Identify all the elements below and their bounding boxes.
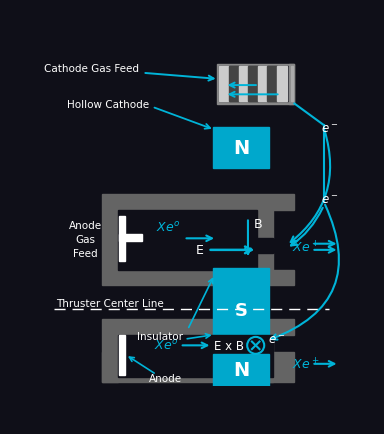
Text: $Xe^+$: $Xe^+$	[292, 240, 319, 255]
Text: Insulator: Insulator	[137, 331, 183, 341]
Bar	[257, 335, 273, 382]
Bar	[102, 210, 118, 270]
Bar	[102, 319, 295, 335]
Text: $e^-$: $e^-$	[268, 333, 286, 346]
Bar	[102, 195, 295, 210]
Bar	[257, 238, 273, 253]
Bar	[217, 64, 295, 104]
Text: Hollow Cathode: Hollow Cathode	[67, 99, 149, 109]
Bar	[102, 270, 295, 286]
Bar	[219, 67, 289, 102]
Bar	[219, 67, 229, 102]
Bar	[118, 210, 257, 270]
Text: N: N	[233, 138, 249, 158]
Bar	[289, 64, 295, 104]
Bar	[119, 335, 125, 375]
Bar	[257, 253, 273, 270]
Bar	[229, 67, 238, 102]
Bar	[213, 269, 269, 352]
Bar	[119, 217, 125, 261]
Text: $e^-$: $e^-$	[321, 193, 338, 206]
Text: $Xe^o$: $Xe^o$	[156, 220, 180, 234]
Text: N: N	[233, 361, 249, 380]
Text: B: B	[253, 218, 262, 230]
Text: S: S	[235, 301, 247, 319]
Text: $e^-$: $e^-$	[321, 122, 338, 135]
Text: Cathode Gas Feed: Cathode Gas Feed	[45, 64, 139, 74]
Bar	[291, 67, 293, 102]
Bar	[267, 67, 277, 102]
Bar	[213, 127, 269, 169]
Bar	[213, 354, 269, 386]
Text: Anode
Gas
Feed: Anode Gas Feed	[69, 220, 102, 259]
Bar	[277, 67, 287, 102]
Text: $Xe^+$: $Xe^+$	[292, 356, 319, 372]
Text: $Xe^o$: $Xe^o$	[154, 339, 178, 352]
Bar	[102, 335, 118, 382]
Text: Thruster Center Line: Thruster Center Line	[56, 298, 164, 308]
Text: Anode: Anode	[149, 373, 182, 383]
Text: E x B: E x B	[214, 339, 244, 352]
Bar	[257, 210, 273, 238]
Bar	[238, 67, 248, 102]
Bar	[257, 335, 273, 377]
Bar	[102, 352, 295, 382]
Text: E: E	[196, 244, 204, 257]
Bar	[119, 234, 142, 241]
Bar	[248, 67, 258, 102]
Bar	[258, 67, 267, 102]
Bar	[118, 335, 257, 377]
